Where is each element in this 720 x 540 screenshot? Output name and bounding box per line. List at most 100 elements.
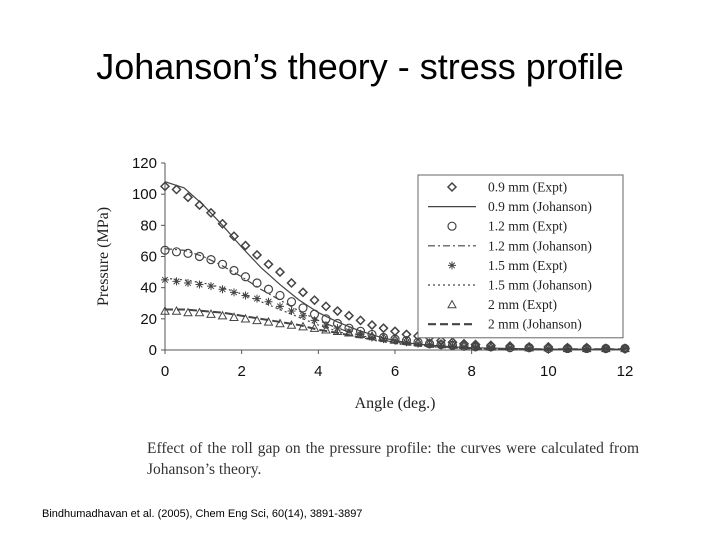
data-point bbox=[286, 320, 297, 329]
y-axis-label: Pressure (MPa) bbox=[95, 207, 112, 306]
data-point bbox=[171, 306, 182, 315]
data-point bbox=[230, 288, 238, 297]
legend-entry: 0.9 mm (Johanson) bbox=[428, 199, 592, 214]
x-tick-label: 12 bbox=[617, 363, 634, 380]
legend-marker-swatch bbox=[447, 221, 457, 231]
data-point bbox=[240, 272, 251, 282]
data-point bbox=[332, 305, 343, 317]
data-point bbox=[286, 277, 297, 289]
data-point bbox=[299, 311, 307, 320]
slide-title: Johanson’s theory - stress profile bbox=[96, 46, 624, 87]
x-axis-label: Angle (deg.) bbox=[355, 395, 436, 412]
data-point bbox=[620, 343, 630, 353]
x-tick-label: 2 bbox=[237, 363, 245, 380]
data-point bbox=[205, 207, 217, 218]
data-point bbox=[524, 342, 535, 352]
chart-plot-area bbox=[159, 181, 631, 354]
y-tick-label: 60 bbox=[140, 249, 157, 266]
legend-marker-swatch bbox=[447, 299, 457, 309]
data-point bbox=[310, 316, 319, 325]
legend-entry: 1.5 mm (Johanson) bbox=[428, 278, 592, 293]
data-point bbox=[194, 251, 205, 262]
data-point bbox=[252, 315, 262, 325]
data-point bbox=[379, 335, 388, 344]
data-point bbox=[402, 338, 411, 347]
data-point bbox=[332, 326, 343, 335]
data-point bbox=[485, 341, 496, 351]
data-point bbox=[183, 248, 193, 258]
data-point bbox=[183, 307, 193, 317]
legend-label: 0.9 mm (Johanson) bbox=[488, 199, 592, 214]
data-point bbox=[378, 323, 389, 334]
data-point bbox=[581, 343, 592, 353]
data-point bbox=[251, 249, 263, 261]
legend-label: 1.5 mm (Johanson) bbox=[488, 278, 592, 293]
data-point bbox=[276, 302, 284, 311]
data-point bbox=[345, 327, 353, 336]
series-line bbox=[165, 308, 625, 351]
data-point bbox=[217, 218, 228, 229]
legend-entry: 1.2 mm (Johanson) bbox=[428, 238, 592, 253]
data-point bbox=[320, 301, 332, 312]
legend-entry: 1.2 mm (Expt) bbox=[447, 219, 567, 234]
data-point bbox=[171, 247, 182, 257]
data-point bbox=[263, 316, 274, 326]
data-point bbox=[601, 344, 610, 353]
data-point bbox=[437, 341, 445, 350]
data-point bbox=[217, 310, 228, 320]
x-tick-label: 10 bbox=[540, 363, 557, 380]
data-point bbox=[206, 255, 216, 265]
data-point bbox=[263, 284, 274, 294]
data-point bbox=[562, 343, 573, 353]
legend-label: 0.9 mm (Expt) bbox=[488, 180, 567, 195]
data-point bbox=[229, 312, 239, 321]
y-tick-label: 80 bbox=[140, 217, 157, 234]
y-tick-label: 40 bbox=[140, 280, 157, 297]
data-point bbox=[172, 277, 181, 286]
chart-axes: 0 20 40 60 80 100 120 0 2 4 6 8 10 12 bbox=[132, 155, 633, 380]
data-point bbox=[600, 343, 611, 353]
data-point bbox=[287, 307, 296, 316]
legend-label: 2 mm (Johanson) bbox=[488, 317, 582, 332]
legend-entry: 2 mm (Expt) bbox=[447, 297, 557, 312]
data-point bbox=[356, 330, 365, 339]
data-point bbox=[263, 259, 274, 270]
legend-label: 2 mm (Expt) bbox=[488, 297, 557, 312]
data-point bbox=[194, 307, 205, 317]
citation: Bindhumadhavan et al. (2005), Chem Eng S… bbox=[42, 508, 363, 520]
data-point bbox=[391, 336, 399, 345]
y-tick-label: 0 bbox=[149, 342, 157, 359]
data-point bbox=[240, 313, 251, 323]
data-point bbox=[563, 344, 572, 353]
legend-label: 1.5 mm (Expt) bbox=[488, 258, 567, 273]
data-point bbox=[506, 343, 514, 352]
x-tick-label: 0 bbox=[161, 363, 169, 380]
data-point bbox=[275, 290, 285, 301]
chart-legend: 0.9 mm (Expt) 0.9 mm (Johanson) 1.2 mm (Ex… bbox=[417, 174, 624, 339]
data-point bbox=[184, 278, 192, 287]
x-tick-label: 8 bbox=[467, 363, 475, 380]
data-point bbox=[229, 265, 239, 276]
data-point bbox=[182, 192, 194, 203]
data-point bbox=[275, 318, 285, 328]
data-point bbox=[355, 315, 366, 326]
data-point bbox=[343, 310, 355, 321]
data-point bbox=[253, 294, 261, 303]
series-6 bbox=[160, 306, 630, 353]
legend-box bbox=[417, 174, 624, 339]
data-point bbox=[486, 343, 495, 352]
data-point bbox=[321, 324, 331, 334]
data-point bbox=[160, 306, 170, 315]
data-point bbox=[252, 278, 262, 288]
y-tick-label: 120 bbox=[132, 155, 157, 172]
x-tick-label: 4 bbox=[314, 363, 322, 380]
data-point bbox=[161, 275, 169, 284]
data-point bbox=[471, 342, 480, 351]
data-point bbox=[218, 285, 227, 294]
data-point bbox=[297, 287, 309, 298]
data-point bbox=[448, 342, 457, 351]
data-point bbox=[414, 339, 422, 348]
figure-caption: Effect of the roll gap on the pressure p… bbox=[147, 440, 639, 478]
legend-label: 1.2 mm (Johanson) bbox=[488, 238, 592, 253]
